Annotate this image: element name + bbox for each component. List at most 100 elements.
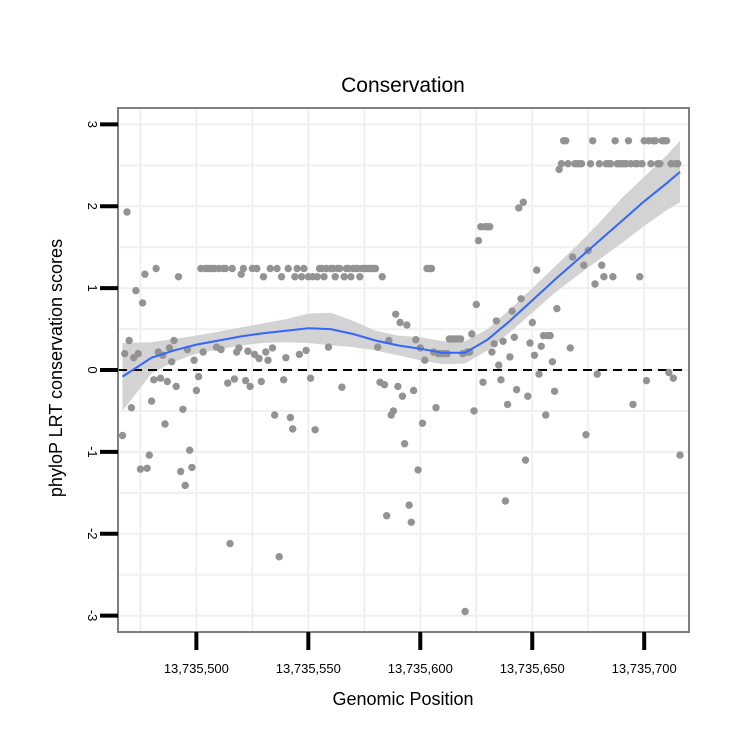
data-point — [647, 160, 655, 168]
data-point — [535, 370, 543, 378]
data-point — [284, 264, 292, 273]
data-point — [192, 386, 201, 395]
data-point — [405, 501, 413, 509]
data-point — [253, 264, 261, 273]
data-point — [293, 264, 301, 273]
data-point — [172, 382, 180, 391]
data-point — [181, 481, 189, 490]
data-point — [521, 456, 530, 464]
data-point — [170, 336, 178, 345]
data-point — [542, 411, 550, 419]
data-point — [188, 463, 196, 472]
data-point — [179, 405, 187, 413]
data-point — [421, 356, 429, 364]
data-point — [510, 333, 518, 341]
x-axis-label: Genomic Position — [332, 689, 473, 709]
data-point — [383, 512, 391, 520]
data-point — [492, 317, 501, 325]
data-point — [564, 160, 572, 168]
data-point — [143, 464, 151, 472]
data-point — [582, 431, 590, 439]
data-point — [412, 336, 420, 344]
y-axis-label: phyloP LRT conservation scores — [46, 239, 66, 497]
data-point — [145, 451, 153, 459]
data-point — [280, 376, 288, 384]
data-point — [499, 337, 507, 345]
y-tick-label: 2 — [85, 203, 100, 210]
data-point — [562, 137, 570, 145]
data-point — [230, 375, 239, 383]
confidence-band-layer — [122, 140, 680, 411]
data-point — [396, 318, 404, 327]
data-point — [528, 318, 536, 327]
data-point — [311, 426, 319, 434]
x-tick-label: 13,735,550 — [276, 661, 341, 676]
data-point — [134, 349, 142, 358]
data-point — [537, 342, 545, 350]
data-point — [517, 295, 525, 303]
data-point — [221, 264, 230, 273]
y-tick-label: 1 — [85, 285, 100, 292]
data-point — [550, 387, 559, 395]
data-point — [665, 368, 673, 377]
data-point — [506, 353, 514, 361]
data-point — [409, 386, 418, 395]
data-point — [136, 465, 145, 473]
x-axis-ticks: 13,735,500 13,735,550 13,735,600 13,735,650… — [164, 632, 677, 676]
data-point — [394, 382, 402, 391]
data-point — [118, 431, 127, 440]
data-point — [259, 273, 268, 281]
data-point — [595, 160, 604, 168]
smooth-fit-line — [121, 171, 681, 378]
data-point — [586, 160, 595, 168]
scatter-points — [118, 137, 684, 616]
data-point — [642, 376, 651, 385]
data-point — [226, 539, 234, 548]
data-point — [593, 370, 601, 378]
data-point — [186, 446, 194, 454]
data-point — [257, 377, 265, 386]
data-point — [380, 381, 389, 389]
data-point — [577, 160, 586, 168]
data-point — [656, 160, 664, 168]
data-point — [555, 165, 563, 174]
data-point — [378, 273, 386, 281]
data-point — [486, 223, 494, 231]
data-point — [138, 299, 147, 307]
data-point — [177, 467, 185, 476]
data-point — [199, 348, 207, 356]
data-point — [488, 348, 496, 356]
data-point — [580, 261, 588, 269]
data-point — [262, 348, 270, 356]
data-point — [598, 261, 606, 269]
y-tick-label: -2 — [85, 528, 100, 540]
data-point — [474, 236, 483, 245]
data-point — [624, 137, 633, 145]
data-point — [331, 273, 339, 281]
data-point — [255, 354, 263, 363]
data-point — [638, 160, 646, 168]
data-point — [676, 451, 684, 459]
data-point — [407, 518, 415, 526]
data-point — [512, 385, 521, 394]
data-point — [239, 264, 248, 273]
x-tick-label: 13,735,600 — [388, 661, 453, 676]
data-point — [468, 330, 476, 338]
data-point — [174, 273, 183, 281]
y-tick-label: -1 — [85, 446, 100, 458]
data-point — [669, 374, 677, 382]
data-point — [472, 300, 480, 309]
data-point — [347, 273, 355, 281]
data-point — [338, 383, 346, 391]
data-point — [515, 204, 523, 212]
smooth-line-layer — [121, 171, 681, 378]
data-point — [127, 404, 136, 412]
data-point — [297, 273, 306, 281]
data-point — [324, 343, 333, 351]
data-point — [470, 407, 478, 415]
data-point — [282, 354, 290, 362]
data-point — [277, 273, 286, 281]
y-axis-ticks: -3 -2 -1 0 1 2 3 — [85, 121, 118, 621]
data-point — [300, 264, 308, 273]
